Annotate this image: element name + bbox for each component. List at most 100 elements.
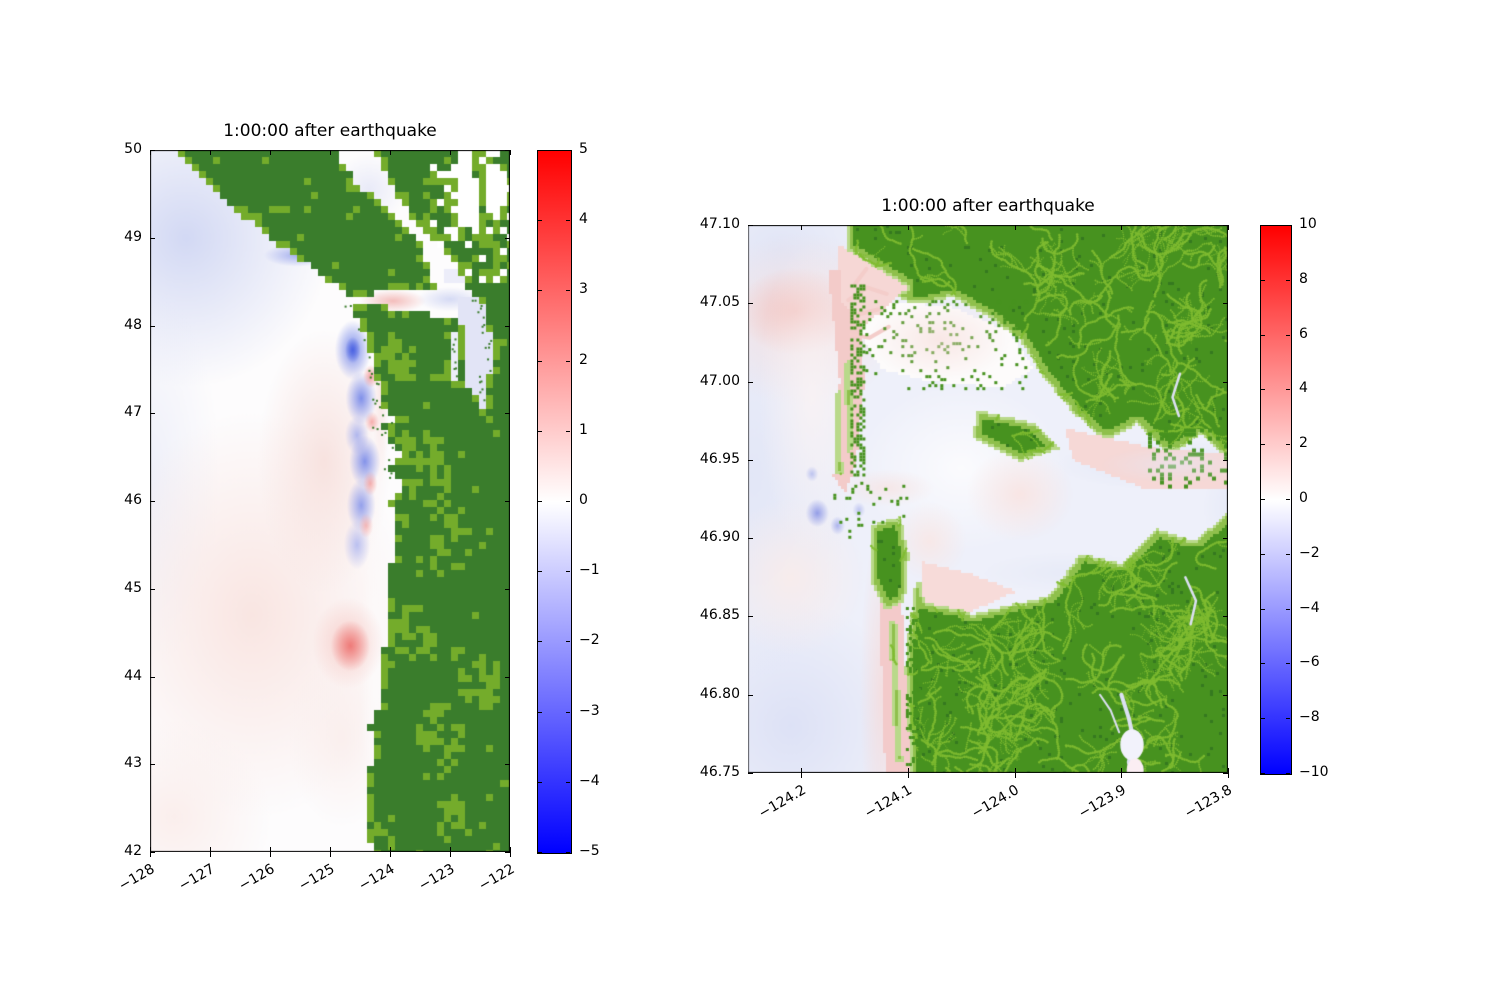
tick-mark: [748, 225, 753, 226]
tick-mark: [390, 847, 391, 852]
y-tick-label: 46.95: [699, 450, 740, 467]
tick-mark: [510, 852, 511, 857]
tick-mark: [505, 237, 510, 239]
colorbar-tick-label: −10: [1299, 764, 1329, 780]
tick-mark: [150, 764, 155, 766]
colorbar-grays-harbor: [1260, 225, 1292, 775]
tick-mark: [1261, 608, 1265, 610]
colorbar-gradient: [1261, 226, 1291, 774]
colorbar-tick-label: −4: [579, 772, 600, 789]
colorbar-tick-label: 0: [579, 492, 588, 508]
y-tick-label: 49: [124, 228, 142, 245]
tick-mark: [150, 676, 155, 678]
colorbar-tick-label: 5: [579, 141, 588, 157]
x-tick-label: −124.1: [862, 782, 915, 822]
tick-mark: [150, 325, 155, 327]
tick-mark: [566, 150, 570, 151]
tick-mark: [330, 852, 331, 857]
y-tick-label: 46.80: [699, 685, 740, 702]
tick-mark: [538, 360, 542, 362]
tick-mark: [505, 676, 510, 678]
tick-mark: [270, 150, 271, 155]
colorbar-tick-label: −1: [579, 562, 600, 579]
tick-mark: [1014, 768, 1016, 773]
tick-mark: [510, 150, 511, 155]
colorbar-tick-label: 0: [1299, 490, 1308, 506]
tick-mark: [566, 852, 570, 853]
tick-mark: [566, 501, 570, 502]
tick-mark: [1286, 718, 1290, 720]
x-tick-label: −125: [295, 861, 337, 895]
tick-mark: [1261, 279, 1265, 281]
plot-title-overview: 1:00:00 after earthquake: [223, 121, 437, 141]
tick-mark: [1261, 553, 1265, 555]
y-tick-label: 45: [124, 579, 142, 596]
tick-mark: [1223, 616, 1228, 618]
tick-mark: [390, 852, 391, 857]
x-tick-label: −128: [115, 861, 157, 895]
tick-mark: [538, 501, 542, 502]
tick-mark: [566, 711, 570, 713]
tick-mark: [270, 847, 271, 852]
tick-mark: [1261, 663, 1265, 665]
y-tick-label: 47.00: [699, 372, 740, 389]
tick-mark: [801, 773, 803, 778]
map-canvas-overview: [150, 150, 510, 852]
x-tick-label: −123: [415, 861, 457, 895]
tick-mark: [1121, 773, 1123, 778]
tick-mark: [505, 588, 510, 590]
tick-mark: [150, 150, 151, 155]
tick-mark: [748, 538, 753, 540]
tick-mark: [150, 852, 151, 857]
tick-mark: [150, 852, 155, 853]
tick-mark: [566, 430, 570, 432]
tick-mark: [1223, 694, 1228, 696]
y-tick-label: 46.90: [699, 529, 740, 546]
tick-mark: [505, 764, 510, 766]
tick-mark: [210, 847, 211, 852]
tick-mark: [1286, 663, 1290, 665]
tick-mark: [538, 430, 542, 432]
x-tick-label: −127: [175, 861, 217, 895]
tick-mark: [1286, 553, 1290, 555]
y-tick-label: 47: [124, 404, 142, 421]
tick-mark: [1223, 773, 1228, 774]
colorbar-tick-label: −2: [1299, 544, 1320, 561]
map-canvas-grays-harbor: [748, 225, 1228, 773]
tick-mark: [1261, 718, 1265, 720]
colorbar-tick-label: 3: [579, 281, 588, 298]
tick-mark: [510, 847, 511, 852]
tick-mark: [538, 781, 542, 783]
tick-mark: [748, 303, 753, 305]
tick-mark: [150, 413, 155, 415]
colorbar-tick-label: −2: [579, 632, 600, 649]
tick-mark: [1223, 538, 1228, 540]
tick-mark: [1261, 499, 1265, 500]
tick-mark: [150, 847, 151, 852]
tick-mark: [210, 150, 211, 155]
tick-mark: [566, 641, 570, 643]
tick-mark: [566, 360, 570, 362]
tick-mark: [748, 381, 753, 383]
tick-mark: [1261, 225, 1265, 226]
tick-mark: [1286, 334, 1290, 336]
colorbar-tick-label: −8: [1299, 709, 1320, 726]
tick-mark: [1286, 773, 1290, 774]
y-tick-label: 42: [124, 843, 142, 859]
tick-mark: [1223, 303, 1228, 305]
tick-mark: [210, 852, 211, 857]
tick-mark: [538, 220, 542, 222]
colorbar-tick-label: −3: [579, 702, 600, 719]
y-tick-label: 50: [124, 141, 142, 157]
y-tick-label: 46: [124, 492, 142, 508]
tick-mark: [390, 150, 391, 155]
tick-mark: [908, 768, 909, 773]
colorbar-tick-label: 2: [1299, 435, 1308, 452]
tick-mark: [330, 847, 331, 852]
x-tick-label: −123.9: [1075, 782, 1129, 822]
y-tick-label: 43: [124, 755, 142, 772]
tick-mark: [450, 150, 451, 155]
x-tick-label: −126: [235, 861, 277, 895]
y-tick-label: 46.85: [699, 607, 740, 624]
colorbar-tick-label: 8: [1299, 270, 1308, 287]
